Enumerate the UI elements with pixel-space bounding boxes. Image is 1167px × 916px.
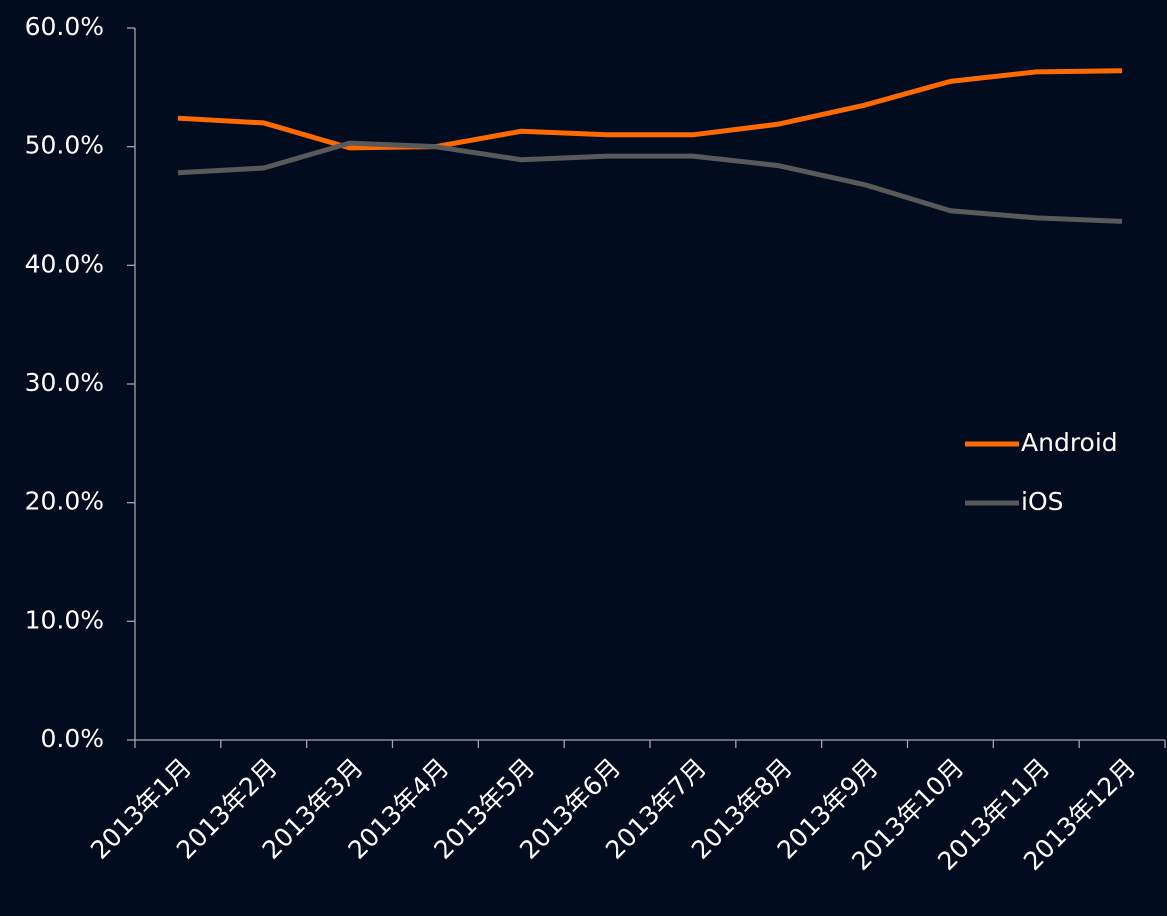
y-tick-label: 10.0% — [25, 605, 104, 634]
legend-label: iOS — [1021, 487, 1064, 516]
y-tick-label: 20.0% — [25, 487, 104, 516]
y-tick-label: 40.0% — [25, 249, 104, 278]
y-tick-label: 60.0% — [25, 12, 104, 41]
y-tick-label: 30.0% — [25, 368, 104, 397]
y-tick-label: 50.0% — [25, 131, 104, 160]
line-series — [177, 140, 1123, 224]
y-tick-label: 0.0% — [40, 724, 104, 753]
line-series — [177, 68, 1123, 151]
legend-label: Android — [1021, 428, 1118, 457]
